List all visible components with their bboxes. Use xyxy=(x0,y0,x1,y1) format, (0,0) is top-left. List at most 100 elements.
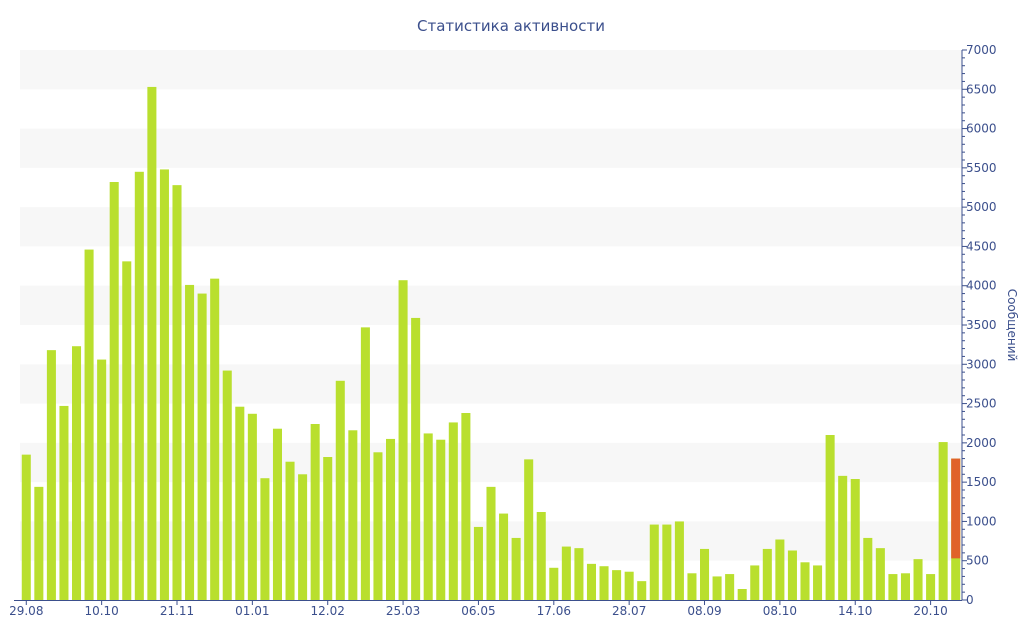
y-axis-title: Сообщений xyxy=(1005,289,1019,362)
bar[interactable] xyxy=(448,422,458,600)
bar[interactable] xyxy=(159,169,169,600)
x-tick-label: 21.11 xyxy=(160,604,194,618)
bar[interactable] xyxy=(499,513,509,600)
bar[interactable] xyxy=(172,185,182,600)
y-tick-label: 7000 xyxy=(966,43,997,57)
bar[interactable] xyxy=(235,406,245,600)
bar[interactable] xyxy=(272,428,282,600)
bar[interactable] xyxy=(386,438,396,600)
x-tick-label: 20.10 xyxy=(913,604,947,618)
bar[interactable] xyxy=(436,439,446,600)
bar[interactable] xyxy=(762,548,772,600)
bar[interactable] xyxy=(298,474,308,600)
bar[interactable] xyxy=(700,548,710,600)
bar[interactable] xyxy=(34,486,44,600)
bar[interactable] xyxy=(323,457,333,600)
bar[interactable] xyxy=(787,550,797,601)
bar[interactable] xyxy=(122,261,132,600)
bar[interactable] xyxy=(524,459,534,600)
bar[interactable] xyxy=(775,539,785,601)
bar[interactable] xyxy=(109,182,119,600)
bar[interactable] xyxy=(222,370,232,600)
y-tick-label: 2500 xyxy=(966,397,997,411)
bar[interactable] xyxy=(624,571,634,600)
bar[interactable] xyxy=(511,537,521,600)
x-tick-label: 01.01 xyxy=(235,604,269,618)
grid-band xyxy=(20,128,962,168)
bar[interactable] xyxy=(549,567,559,600)
bar[interactable] xyxy=(147,86,157,601)
bar[interactable] xyxy=(84,249,94,600)
bar[interactable] xyxy=(360,327,370,600)
bar-highlight[interactable] xyxy=(951,458,961,559)
bar[interactable] xyxy=(335,380,345,600)
bar[interactable] xyxy=(398,280,408,600)
bar[interactable] xyxy=(21,454,31,600)
bar[interactable] xyxy=(737,589,747,600)
bar[interactable] xyxy=(561,546,571,600)
x-tick-label: 08.09 xyxy=(687,604,721,618)
bar[interactable] xyxy=(888,574,898,600)
bar[interactable] xyxy=(838,475,848,600)
bar[interactable] xyxy=(247,413,257,600)
bar[interactable] xyxy=(599,566,609,600)
y-tick-label: 500 xyxy=(966,554,989,568)
bars-group xyxy=(21,86,961,601)
bar[interactable] xyxy=(134,171,144,601)
bar[interactable] xyxy=(875,548,885,600)
bar[interactable] xyxy=(813,565,823,600)
bar[interactable] xyxy=(750,565,760,600)
bar[interactable] xyxy=(926,574,936,600)
bar[interactable] xyxy=(913,559,923,600)
bar[interactable] xyxy=(285,461,295,600)
bar[interactable] xyxy=(59,405,69,600)
bar[interactable] xyxy=(461,413,471,600)
bar[interactable] xyxy=(674,521,684,600)
bar[interactable] xyxy=(46,350,56,600)
grid-band xyxy=(20,50,962,90)
y-tick-label: 4500 xyxy=(966,239,997,253)
y-tick-label: 6000 xyxy=(966,122,997,136)
bar[interactable] xyxy=(649,524,659,600)
bar[interactable] xyxy=(725,574,735,600)
bar[interactable] xyxy=(850,479,860,600)
bar[interactable] xyxy=(687,573,697,600)
bar[interactable] xyxy=(411,317,421,600)
bar[interactable] xyxy=(260,478,270,600)
bar[interactable] xyxy=(210,278,220,600)
bar[interactable] xyxy=(637,581,647,600)
bar[interactable] xyxy=(310,424,320,600)
bar[interactable] xyxy=(373,452,383,600)
bar[interactable] xyxy=(938,442,948,600)
bar[interactable] xyxy=(536,512,546,600)
bar[interactable] xyxy=(473,526,483,600)
bar[interactable] xyxy=(900,573,910,600)
bar[interactable] xyxy=(486,486,496,600)
bar[interactable] xyxy=(348,430,358,600)
x-tick-label: 14.10 xyxy=(838,604,872,618)
bar[interactable] xyxy=(72,346,82,600)
bar[interactable] xyxy=(423,433,433,600)
bar[interactable] xyxy=(800,562,810,600)
bar[interactable] xyxy=(712,576,722,600)
y-tick-label: 6500 xyxy=(966,82,997,96)
bar[interactable] xyxy=(863,537,873,600)
bar[interactable] xyxy=(197,293,207,600)
y-tick-label: 3000 xyxy=(966,357,997,371)
bar[interactable] xyxy=(185,284,195,600)
bar[interactable] xyxy=(825,435,835,600)
bar[interactable] xyxy=(612,570,622,600)
x-tick-label: 10.10 xyxy=(84,604,118,618)
bar[interactable] xyxy=(574,548,584,600)
bar[interactable] xyxy=(662,524,672,600)
x-tick-label: 06.05 xyxy=(461,604,495,618)
y-tick-label: 1500 xyxy=(966,475,997,489)
y-tick-label: 2000 xyxy=(966,436,997,450)
bar[interactable] xyxy=(97,359,107,600)
bar[interactable] xyxy=(586,563,596,600)
x-tick-label: 17.06 xyxy=(537,604,571,618)
x-tick-label: 28.07 xyxy=(612,604,646,618)
x-tick-label: 25.03 xyxy=(386,604,420,618)
axes-group: 0 500 1000 1500 2000 2500 3000 3500 4000 4500 5000… xyxy=(9,43,996,618)
